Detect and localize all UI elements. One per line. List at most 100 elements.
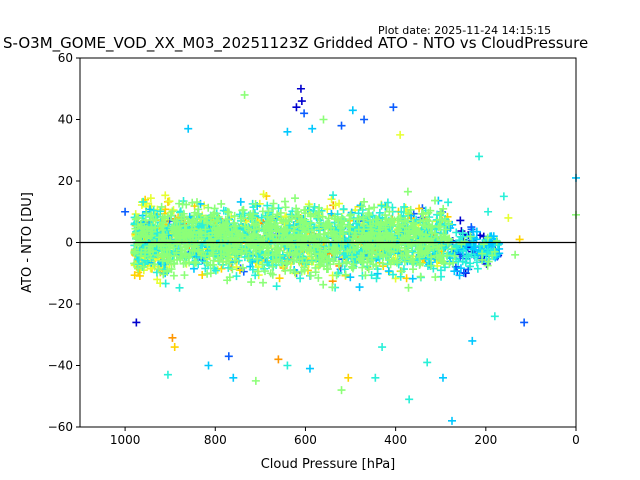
scatter-point — [363, 258, 372, 267]
scatter-point — [207, 217, 216, 226]
scatter-point — [247, 278, 256, 287]
scatter-point — [346, 273, 355, 282]
scatter-point — [349, 245, 358, 254]
scatter-point — [190, 257, 199, 266]
scatter-point — [244, 239, 253, 248]
scatter-point — [421, 248, 430, 257]
scatter-point — [211, 266, 220, 275]
scatter-point — [224, 263, 233, 272]
scatter-point — [224, 208, 233, 217]
scatter-point — [161, 279, 170, 288]
scatter-point — [249, 250, 258, 259]
scatter-point — [499, 192, 508, 201]
scatter-point — [225, 273, 234, 282]
scatter-point — [192, 240, 201, 249]
scatter-point — [298, 254, 307, 263]
scatter-point — [148, 247, 157, 256]
scatter-point — [229, 373, 238, 382]
scatter-point — [475, 241, 484, 250]
scatter-point — [213, 265, 222, 274]
scatter-point — [364, 265, 373, 274]
scatter-point — [449, 258, 458, 267]
scatter-point — [431, 273, 440, 282]
scatter-point — [238, 206, 247, 215]
scatter-point — [300, 219, 309, 228]
scatter-point — [383, 229, 392, 238]
scatter-point — [253, 254, 262, 263]
scatter-point — [489, 232, 498, 241]
scatter-point — [459, 246, 468, 255]
scatter-point — [230, 256, 239, 265]
scatter-point — [272, 247, 281, 256]
scatter-point — [376, 221, 385, 230]
scatter-point — [428, 240, 437, 249]
scatter-point — [316, 246, 325, 255]
scatter-point — [139, 230, 148, 239]
scatter-point — [350, 231, 359, 240]
scatter-point — [454, 257, 463, 266]
scatter-point — [237, 250, 246, 259]
scatter-point — [357, 202, 366, 211]
scatter-point — [361, 271, 370, 280]
scatter-point — [157, 221, 166, 230]
scatter-point — [370, 203, 379, 212]
scatter-point — [456, 232, 465, 241]
scatter-point — [154, 264, 163, 273]
scatter-point — [327, 195, 336, 204]
scatter-point — [228, 265, 237, 274]
scatter-point — [401, 216, 410, 225]
scatter-point — [147, 211, 156, 220]
scatter-point — [319, 280, 328, 289]
scatter-point — [315, 208, 324, 217]
scatter-point — [223, 207, 232, 216]
scatter-point — [163, 267, 172, 276]
scatter-point — [259, 190, 268, 199]
scatter-point — [433, 242, 442, 251]
scatter-point — [341, 270, 350, 279]
scatter-point — [223, 253, 232, 262]
scatter-point — [185, 229, 194, 238]
scatter-point — [159, 270, 168, 279]
scatter-point — [148, 227, 157, 236]
scatter-point — [492, 237, 501, 246]
scatter-point — [286, 233, 295, 242]
scatter-point — [267, 223, 276, 232]
scatter-point — [260, 251, 269, 260]
scatter-point — [292, 103, 301, 112]
scatter-point — [145, 242, 154, 251]
scatter-point — [417, 248, 426, 257]
scatter-point — [419, 210, 428, 219]
scatter-point — [217, 250, 226, 259]
scatter-point — [365, 243, 374, 252]
scatter-point — [459, 268, 468, 277]
scatter-point — [389, 103, 398, 112]
y-tick-label: −20 — [48, 297, 73, 311]
scatter-point — [441, 216, 450, 225]
scatter-point — [388, 270, 397, 279]
scatter-point — [336, 245, 345, 254]
scatter-point — [375, 243, 384, 252]
scatter-point — [415, 253, 424, 262]
scatter-point — [399, 234, 408, 243]
scatter-point — [397, 267, 406, 276]
scatter-point — [170, 251, 179, 260]
x-tick-label: 0 — [572, 433, 580, 447]
scatter-point — [269, 204, 278, 213]
scatter-point — [175, 222, 184, 231]
scatter-point — [426, 206, 435, 215]
scatter-point — [139, 197, 148, 206]
y-axis-ticks: −60 −40 −20 0 20 40 60 — [48, 51, 80, 434]
scatter-point — [378, 259, 387, 268]
scatter-point — [403, 187, 412, 196]
scatter-point — [379, 239, 388, 248]
scatter-point — [277, 225, 286, 234]
scatter-point — [156, 207, 165, 216]
scatter-point — [221, 215, 230, 224]
scatter-point — [345, 227, 354, 236]
scatter-point — [197, 235, 206, 244]
scatter-point — [337, 216, 346, 225]
scatter-point — [385, 218, 394, 227]
scatter-point — [130, 259, 139, 268]
scatter-point — [214, 212, 223, 221]
scatter-point — [176, 254, 185, 263]
